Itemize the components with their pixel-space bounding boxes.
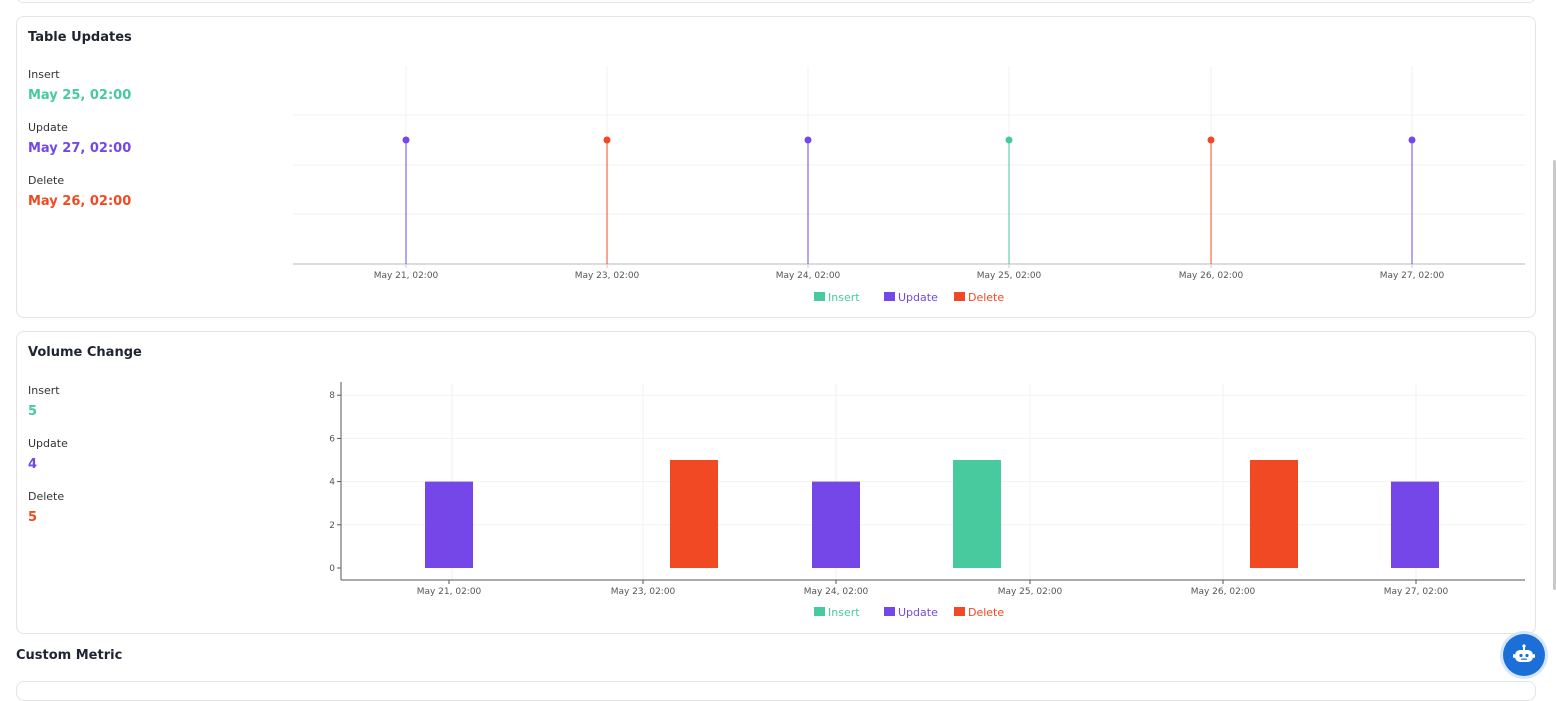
previous-card: [16, 0, 1536, 3]
volume-change-card: Volume Change Insert 5 Update 4 Delete 5…: [16, 331, 1536, 634]
legend-label-update: Update: [898, 291, 938, 304]
custom-metric-card: [16, 681, 1536, 701]
x-tick-label: May 21, 02:00: [374, 271, 439, 281]
point-update: [402, 136, 410, 144]
y-tick-label: 6: [329, 434, 335, 444]
point-delete: [603, 136, 611, 144]
y-tick-label: 8: [329, 391, 335, 401]
legend-label-insert: Insert: [828, 606, 860, 619]
x-tick-label: May 24, 02:00: [776, 271, 841, 281]
bar-update: [425, 481, 473, 568]
updates-update-label: Update: [28, 121, 68, 134]
bar-update: [1391, 481, 1439, 568]
table-updates-chart: May 21, 02:00 May 23, 02:00 May 24, 02:00 M…: [293, 66, 1525, 304]
x-tick-label: May 24, 02:00: [804, 587, 869, 597]
chatbot-button[interactable]: [1503, 634, 1545, 676]
custom-metric-title: Custom Metric: [16, 648, 123, 663]
volume-change-chart: 0 2 4 6 8 May 21, 02:00 May 23, 02:00 May 24, 0…: [329, 382, 1525, 619]
volume-update-label: Update: [28, 437, 68, 450]
x-tick-label: May 27, 02:00: [1380, 271, 1445, 281]
legend-swatch-update: [884, 292, 895, 301]
y-tick-label: 4: [329, 478, 335, 488]
legend-swatch-delete: [954, 292, 965, 301]
bar-update: [812, 481, 860, 568]
x-tick-label: May 25, 02:00: [998, 587, 1063, 597]
bar-delete: [1250, 460, 1298, 568]
volume-delete-label: Delete: [28, 490, 65, 503]
point-update: [1408, 136, 1416, 144]
legend-swatch-insert: [814, 607, 825, 616]
x-tick-label: May 23, 02:00: [575, 271, 640, 281]
x-tick-label: May 23, 02:00: [611, 587, 676, 597]
x-tick-label: May 25, 02:00: [977, 271, 1042, 281]
bar-insert: [953, 460, 1001, 568]
robot-icon: [1513, 644, 1535, 662]
point-update: [804, 136, 812, 144]
volume-delete-value: 5: [28, 510, 38, 525]
x-tick-label: May 26, 02:00: [1179, 271, 1244, 281]
page-scrollbar[interactable]: [1553, 160, 1556, 590]
legend-label-insert: Insert: [828, 291, 860, 304]
volume-insert-label: Insert: [28, 384, 60, 397]
updates-delete-label: Delete: [28, 174, 65, 187]
legend-label-delete: Delete: [968, 606, 1004, 619]
table-updates-title: Table Updates: [28, 30, 132, 45]
x-tick-label: May 26, 02:00: [1191, 587, 1256, 597]
updates-delete-value: May 26, 02:00: [28, 194, 132, 209]
y-tick-label: 2: [329, 521, 335, 531]
legend-swatch-delete: [954, 607, 965, 616]
updates-update-value: May 27, 02:00: [28, 141, 132, 156]
x-tick-label: May 27, 02:00: [1384, 587, 1449, 597]
volume-insert-value: 5: [28, 404, 38, 419]
legend-label-delete: Delete: [968, 291, 1004, 304]
legend-swatch-update: [884, 607, 895, 616]
updates-insert-label: Insert: [28, 68, 60, 81]
legend-swatch-insert: [814, 292, 825, 301]
legend-label-update: Update: [898, 606, 938, 619]
point-insert: [1005, 136, 1013, 144]
updates-insert-value: May 25, 02:00: [28, 88, 132, 103]
point-delete: [1207, 136, 1215, 144]
x-tick-label: May 21, 02:00: [417, 587, 482, 597]
y-tick-label: 0: [329, 564, 335, 574]
volume-update-value: 4: [28, 457, 38, 472]
table-updates-card: Table Updates Insert May 25, 02:00 Updat…: [16, 16, 1536, 318]
volume-change-title: Volume Change: [28, 345, 142, 360]
bar-delete: [670, 460, 718, 568]
